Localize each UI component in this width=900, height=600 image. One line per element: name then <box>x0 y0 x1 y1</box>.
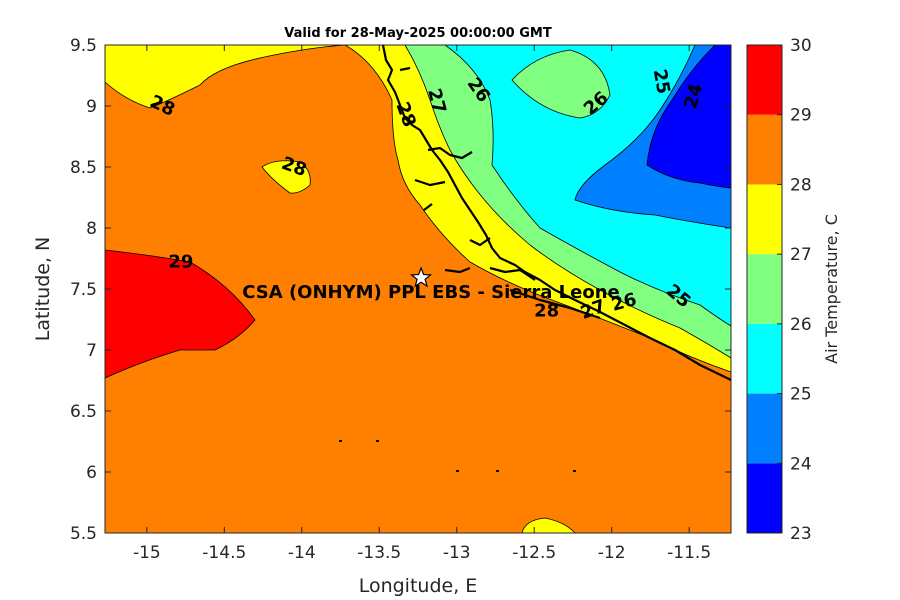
site-label: CSA (ONHYM) PPL EBS - Sierra Leone <box>242 282 619 303</box>
colorbar-tick-label: 30 <box>790 36 812 56</box>
x-tick-label: -13 <box>443 543 471 563</box>
colorbar-label: Air Temperature, C <box>822 214 841 364</box>
y-tick-label: 8 <box>86 219 97 239</box>
x-tick-label: -12 <box>598 543 626 563</box>
region-27-28-south <box>521 517 576 533</box>
colorbar-tick-label: 27 <box>790 245 812 265</box>
region-23-24 <box>646 45 731 189</box>
colorbar-segment <box>747 184 782 255</box>
region-27-28-island <box>261 160 311 194</box>
contour-label: 29 <box>168 252 193 273</box>
region-26-27-pocket <box>511 49 611 119</box>
y-axis-ticks: 5.5 6 6.5 7 7.5 8 8.5 9 9.5 <box>70 36 731 544</box>
plot-title: Valid for 28-May-2025 00:00:00 GMT <box>284 26 552 41</box>
colorbar-segment <box>747 254 782 324</box>
colorbar-tick-label: 28 <box>790 175 812 195</box>
y-tick-label: 9.5 <box>70 36 97 56</box>
y-tick-label: 6.5 <box>70 402 97 422</box>
region-27-28-northwest <box>105 45 346 109</box>
colorbar-tick-label: 23 <box>790 524 812 544</box>
x-tick-label: -14.5 <box>202 543 246 563</box>
colorbar-tick-label: 25 <box>790 385 812 405</box>
contour-label: 25 <box>649 67 674 95</box>
x-axis-ticks: -15 -14.5 -14 -13.5 -13 -12.5 -12 -11.5 <box>133 45 711 563</box>
colorbar-segment <box>747 45 782 115</box>
colorbar-tick-label: 26 <box>790 315 812 335</box>
small-islands <box>339 440 576 472</box>
colorbar: 23 24 25 26 27 28 29 30 <box>746 36 812 544</box>
colorbar-tick-label: 24 <box>790 454 812 474</box>
colorbar-tick-label: 29 <box>790 106 812 126</box>
x-tick-label: -11.5 <box>667 543 711 563</box>
colorbar-frame <box>746 44 783 534</box>
x-axis-label: Longitude, E <box>359 575 478 597</box>
x-tick-label: -15 <box>133 543 161 563</box>
colorbar-segment <box>747 463 782 533</box>
x-tick-label: -13.5 <box>357 543 401 563</box>
y-tick-label: 9 <box>86 97 97 117</box>
x-tick-label: -14 <box>288 543 316 563</box>
y-tick-label: 8.5 <box>70 158 97 178</box>
x-tick-label: -12.5 <box>512 543 556 563</box>
colorbar-segment <box>747 114 782 185</box>
y-tick-label: 6 <box>86 463 97 483</box>
coastline <box>381 45 731 381</box>
region-29-30 <box>105 249 256 379</box>
y-tick-label: 7.5 <box>70 280 97 300</box>
y-tick-label: 5.5 <box>70 524 97 544</box>
y-tick-label: 7 <box>86 341 97 361</box>
colorbar-segment <box>747 393 782 464</box>
colorbar-segment <box>747 323 782 394</box>
star-icon <box>409 266 433 288</box>
contour-label: 28 <box>534 300 559 321</box>
y-axis-label: Latitude, N <box>32 237 54 342</box>
